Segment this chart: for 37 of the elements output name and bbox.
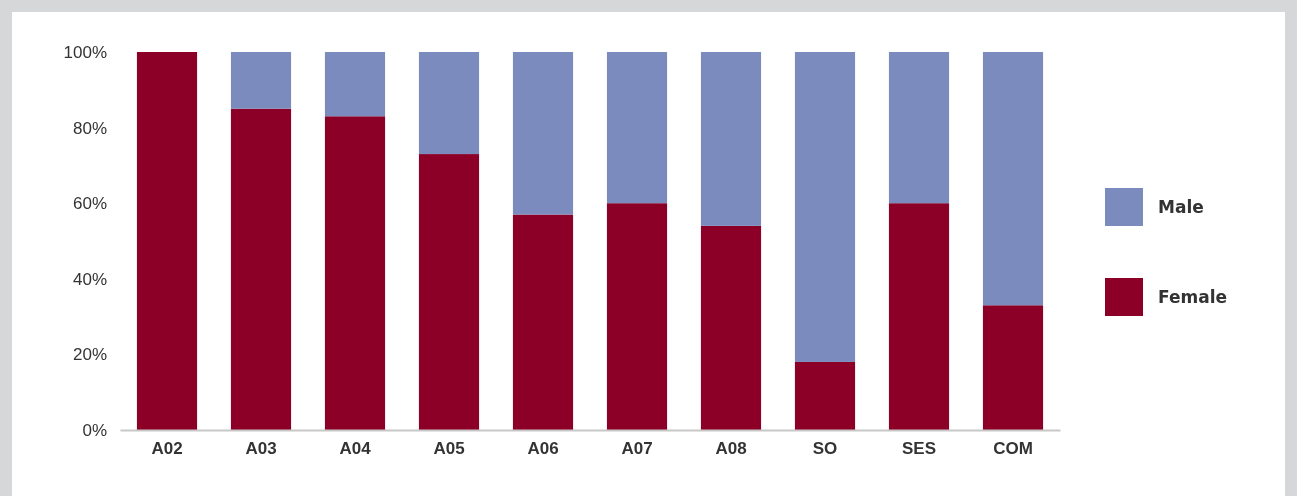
bar (888, 203, 950, 430)
x-tick-label: SES (901, 439, 937, 459)
legend-label: Male (1158, 197, 1204, 217)
bar (136, 52, 198, 430)
bar (794, 52, 856, 362)
bar (418, 52, 480, 155)
bar (418, 154, 480, 430)
x-tick-label: A03 (245, 439, 277, 459)
x-tick-label: A07 (621, 439, 653, 459)
x-tick-label: A04 (339, 439, 372, 459)
legend-label: Female (1158, 287, 1227, 307)
y-tick-label: 40% (72, 269, 107, 289)
bar (324, 116, 386, 430)
bar (512, 52, 574, 215)
x-tick-label: A06 (527, 439, 559, 459)
bar (982, 52, 1044, 306)
x-tick-label: A08 (715, 439, 747, 459)
bar (606, 203, 668, 430)
bar (324, 52, 386, 117)
bar (982, 305, 1044, 430)
x-tick-label: SO (812, 439, 838, 459)
bar (606, 52, 668, 204)
bar (700, 52, 762, 226)
x-tick-label: COM (993, 439, 1033, 459)
x-tick-label: A05 (433, 439, 465, 459)
y-tick-label: 0% (82, 420, 107, 440)
y-tick-label: 20% (72, 345, 107, 365)
bar (230, 52, 292, 109)
bar (700, 225, 762, 430)
bar (794, 361, 856, 430)
y-tick-label: 80% (72, 118, 107, 138)
y-tick-label: 60% (72, 194, 107, 214)
bar (230, 108, 292, 430)
bar (512, 214, 574, 430)
bar (888, 52, 950, 204)
y-tick-label: 100% (63, 42, 107, 62)
x-tick-label: A02 (151, 439, 183, 459)
